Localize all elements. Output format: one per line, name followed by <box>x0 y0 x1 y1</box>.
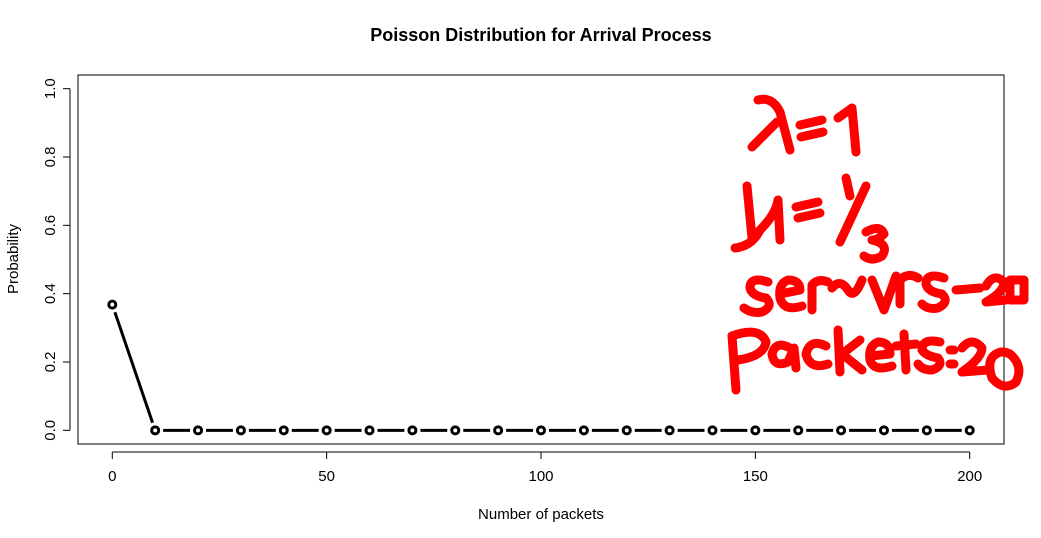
data-point <box>193 425 204 436</box>
chart-title: Poisson Distribution for Arrival Process <box>370 25 711 45</box>
data-point <box>235 425 246 436</box>
data-point <box>278 425 289 436</box>
data-point <box>150 425 161 436</box>
data-point <box>921 425 932 436</box>
x-axis-label: Number of packets <box>478 506 604 523</box>
x-axis: 0 50 100 150 200 <box>108 451 982 485</box>
annotation-packets <box>727 325 1024 395</box>
y-tick-label: 1.0 <box>42 78 59 99</box>
data-point <box>793 425 804 436</box>
data-point <box>321 425 332 436</box>
y-axis: 0.0 0.2 0.4 0.6 0.8 1.0 <box>42 78 71 441</box>
annotation-mu <box>730 173 889 264</box>
series-group <box>107 299 975 436</box>
x-tick-label: 0 <box>108 468 116 485</box>
x-tick-label: 150 <box>743 468 768 485</box>
y-tick-label: 0.8 <box>42 147 59 168</box>
data-point <box>493 425 504 436</box>
data-point <box>750 425 761 436</box>
data-point <box>407 425 418 436</box>
data-point <box>107 299 118 310</box>
plot-area <box>77 74 1005 445</box>
y-tick-label: 0.4 <box>42 283 59 304</box>
data-point <box>578 425 589 436</box>
handwritten-annotation <box>727 94 1029 395</box>
data-point <box>664 425 675 436</box>
x-tick-label: 100 <box>528 468 553 485</box>
data-point <box>621 425 632 436</box>
data-point <box>964 425 975 436</box>
data-point <box>878 425 889 436</box>
data-point <box>836 425 847 436</box>
data-point <box>536 425 546 436</box>
annotation-servers <box>739 270 1029 317</box>
data-point <box>364 425 375 436</box>
annotation-lambda <box>747 94 861 157</box>
x-tick-label: 200 <box>957 468 982 485</box>
data-point <box>707 425 718 436</box>
y-tick-label: 0.6 <box>42 215 59 236</box>
data-point <box>450 425 461 436</box>
series-line-segment <box>113 311 155 424</box>
y-tick-label: 0.2 <box>42 352 59 373</box>
x-tick-label: 50 <box>318 468 335 485</box>
y-axis-label: Probability <box>5 223 22 294</box>
y-tick-label: 0.0 <box>42 420 59 441</box>
